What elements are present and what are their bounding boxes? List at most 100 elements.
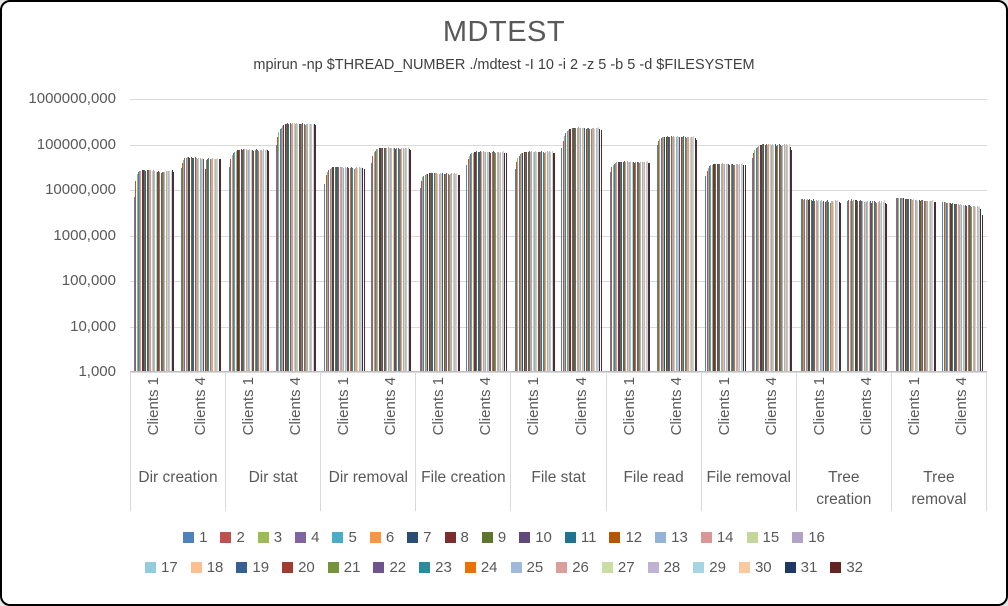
bar	[694, 137, 696, 371]
bar	[878, 201, 880, 371]
bar	[786, 144, 787, 371]
bar	[730, 164, 732, 371]
legend-label: 29	[709, 559, 726, 576]
bar	[185, 157, 187, 371]
bar	[386, 148, 388, 371]
bar	[723, 163, 724, 371]
legend: 1 2 3 4 5 6 7 8 9 10 11 12 13 14 15 16 17 18 19 20 21 22 23 24 2…	[2, 529, 1006, 589]
category-label: File stat	[531, 469, 586, 486]
bar	[166, 170, 168, 371]
bar	[482, 151, 484, 371]
bar	[852, 200, 854, 371]
bar	[248, 150, 250, 371]
legend-label: 9	[497, 529, 507, 546]
bar	[803, 199, 804, 371]
bar	[427, 173, 429, 371]
bar	[719, 163, 721, 371]
bar	[951, 203, 953, 371]
bar	[158, 171, 159, 371]
category-label: File creation	[421, 469, 506, 486]
bar	[899, 198, 901, 371]
chart-title: MDTEST	[442, 16, 566, 48]
bar	[787, 145, 789, 371]
bar	[574, 128, 575, 371]
bar	[495, 152, 497, 371]
bar	[958, 204, 960, 371]
bar	[630, 161, 632, 371]
bar	[636, 161, 638, 371]
bar-cluster	[514, 99, 556, 371]
bar	[207, 158, 209, 371]
gridline	[130, 372, 987, 373]
bar	[665, 136, 667, 371]
bar	[483, 151, 485, 371]
clients-label: Clients 1	[145, 377, 163, 436]
bar	[265, 149, 267, 371]
bar	[849, 200, 851, 371]
legend-swatch-icon	[464, 562, 476, 573]
bar	[381, 147, 382, 371]
bar	[859, 200, 861, 371]
bar	[205, 159, 207, 371]
bar	[312, 123, 314, 371]
bar	[288, 123, 290, 371]
legend-label: 8	[460, 529, 469, 546]
bar	[342, 167, 343, 371]
bar	[948, 203, 950, 371]
legend-item: 13	[655, 529, 688, 546]
legend-swatch-icon	[601, 562, 613, 573]
bar	[908, 198, 910, 371]
bar	[409, 149, 410, 371]
bar	[373, 152, 375, 371]
bar	[169, 170, 171, 371]
legend-swatch-icon	[327, 562, 339, 573]
bar	[470, 154, 471, 371]
bar	[961, 205, 963, 371]
bar	[466, 165, 468, 371]
bar	[854, 200, 856, 371]
bar	[847, 200, 848, 371]
bar	[374, 150, 376, 371]
bar	[980, 209, 982, 371]
bar	[661, 137, 663, 371]
legend-swatch-icon	[145, 562, 156, 573]
bar	[382, 147, 384, 371]
bar	[577, 127, 579, 371]
clients-cell: Clients 4	[178, 373, 225, 453]
bar	[707, 168, 709, 371]
bar	[233, 152, 234, 371]
legend-item: 20	[282, 559, 315, 576]
bar	[914, 200, 916, 371]
bar	[433, 172, 435, 371]
bar-cluster	[942, 99, 983, 371]
bar	[306, 123, 308, 371]
clients-cell: Clients 4	[749, 373, 796, 453]
bar	[183, 159, 184, 371]
legend-swatch-icon	[647, 562, 659, 573]
legend-swatch-icon	[332, 532, 344, 543]
bar	[478, 152, 480, 371]
bar	[929, 200, 931, 371]
bar	[848, 199, 850, 371]
bar	[361, 166, 362, 371]
clients-cell: Clients 1	[892, 373, 939, 453]
bar	[193, 158, 195, 371]
bar	[971, 206, 973, 371]
bar	[616, 162, 618, 371]
bar	[552, 152, 554, 371]
bar	[384, 147, 386, 371]
bar	[714, 163, 715, 371]
bar	[235, 150, 237, 371]
bar	[137, 172, 139, 371]
y-tick-label: 1000000,000	[28, 90, 116, 107]
bar	[739, 163, 741, 371]
bar	[254, 150, 256, 371]
bar	[621, 161, 623, 371]
y-tick-label: 100,000	[61, 272, 116, 289]
legend-swatch-icon	[236, 562, 248, 573]
bar	[326, 171, 328, 371]
x-group: Clients 1 Clients 4 Dir removal	[321, 373, 417, 511]
bar	[880, 202, 881, 371]
bar	[230, 159, 232, 371]
clients-label: Clients 4	[477, 377, 495, 436]
